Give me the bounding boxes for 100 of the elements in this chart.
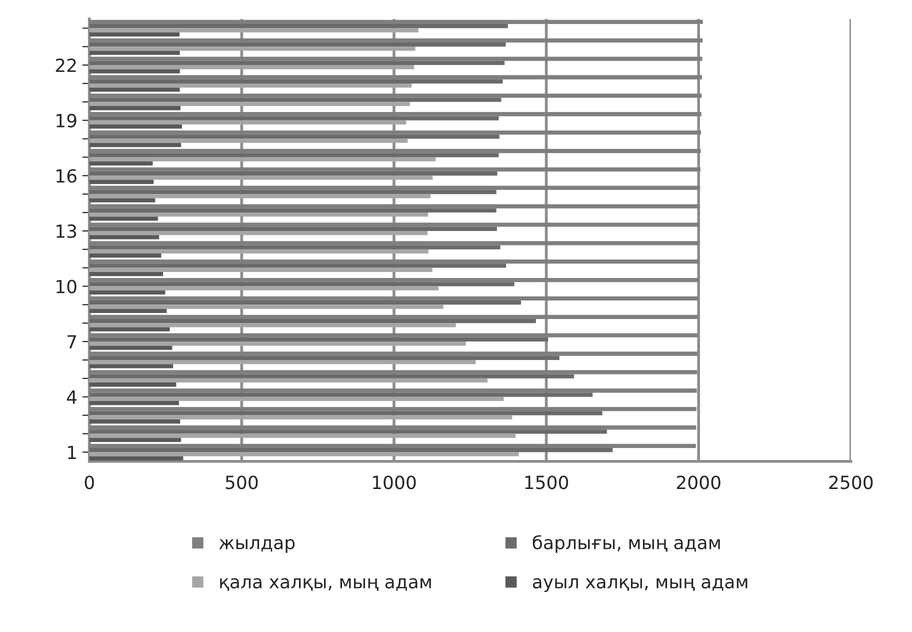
bar bbox=[89, 167, 700, 172]
y-tick-label: 1 bbox=[68, 446, 76, 460]
bar bbox=[89, 374, 574, 378]
bar bbox=[89, 342, 466, 346]
bar bbox=[89, 254, 162, 258]
x-tick-label: 1000 bbox=[372, 476, 416, 490]
bar bbox=[89, 290, 166, 295]
bar bbox=[89, 98, 502, 102]
bar bbox=[89, 438, 182, 442]
bar bbox=[89, 88, 180, 92]
y-tick-label: 10 bbox=[56, 280, 76, 294]
bar bbox=[89, 28, 418, 32]
bar bbox=[89, 190, 496, 194]
bar bbox=[89, 425, 696, 430]
bar bbox=[89, 216, 158, 221]
bar bbox=[89, 245, 500, 250]
bar bbox=[89, 415, 512, 420]
bar bbox=[89, 323, 456, 328]
bar bbox=[89, 304, 444, 309]
bar bbox=[89, 161, 153, 166]
bar bbox=[89, 180, 154, 184]
bar bbox=[89, 286, 438, 290]
bar bbox=[89, 176, 433, 180]
legend-label: қала халқы, мың адам bbox=[220, 578, 431, 591]
bar bbox=[89, 148, 701, 154]
bar bbox=[89, 378, 488, 383]
bar bbox=[89, 241, 700, 246]
bar bbox=[89, 142, 182, 148]
y-tick-label: 22 bbox=[56, 58, 76, 72]
bar bbox=[89, 249, 428, 254]
bar bbox=[89, 264, 506, 268]
x-tick-label: 500 bbox=[226, 476, 258, 490]
y-tick-label: 4 bbox=[66, 390, 77, 404]
bar bbox=[89, 153, 499, 158]
bar bbox=[89, 130, 702, 135]
bar bbox=[89, 83, 412, 88]
bar bbox=[89, 56, 702, 61]
bar bbox=[89, 434, 516, 438]
bar bbox=[89, 272, 164, 276]
bar bbox=[89, 392, 593, 397]
bar bbox=[89, 138, 408, 143]
bar bbox=[89, 364, 174, 368]
bar bbox=[89, 204, 700, 208]
bar bbox=[89, 327, 170, 332]
legend-label: барлығы, мың адам bbox=[532, 535, 720, 553]
bar bbox=[89, 346, 172, 350]
bar bbox=[89, 24, 508, 28]
bar bbox=[89, 337, 548, 342]
bar bbox=[89, 116, 499, 120]
bar bbox=[89, 60, 505, 66]
y-tick-label: 13 bbox=[56, 224, 76, 238]
bar bbox=[89, 171, 498, 176]
bar bbox=[89, 106, 180, 110]
bar bbox=[89, 79, 503, 84]
x-tick-label: 2000 bbox=[676, 476, 720, 490]
bar bbox=[89, 235, 160, 240]
bar bbox=[89, 157, 436, 162]
bar bbox=[89, 198, 156, 202]
bar bbox=[89, 94, 702, 98]
bar bbox=[89, 38, 703, 42]
x-tick-label: 2500 bbox=[829, 476, 873, 490]
bar bbox=[89, 102, 410, 106]
y-tick-label: 16 bbox=[56, 169, 76, 183]
bar bbox=[89, 314, 698, 319]
bar bbox=[89, 360, 476, 364]
bar bbox=[89, 134, 500, 139]
bar bbox=[89, 112, 702, 116]
bar bbox=[89, 268, 432, 272]
bar bbox=[89, 260, 699, 264]
bar bbox=[89, 208, 496, 213]
bar bbox=[89, 230, 428, 236]
bar bbox=[89, 32, 180, 36]
bar bbox=[89, 406, 696, 412]
bar bbox=[89, 282, 514, 286]
bar bbox=[89, 370, 698, 374]
bar bbox=[89, 226, 497, 231]
bar bbox=[89, 400, 179, 406]
x-tick-label: 1500 bbox=[525, 476, 568, 490]
bar bbox=[89, 212, 428, 217]
bar bbox=[89, 42, 506, 47]
bar bbox=[89, 194, 431, 198]
bar bbox=[89, 396, 504, 401]
bar bbox=[89, 278, 699, 282]
legend-label: жылдар bbox=[219, 539, 295, 553]
bar bbox=[89, 75, 702, 80]
bar bbox=[89, 452, 519, 456]
bar bbox=[89, 69, 180, 74]
bar bbox=[89, 308, 167, 313]
bar bbox=[89, 382, 176, 387]
y-tick-label: 7 bbox=[68, 335, 76, 348]
bar bbox=[89, 20, 703, 24]
bar bbox=[89, 411, 602, 416]
bar bbox=[89, 186, 700, 190]
bar bbox=[89, 333, 698, 338]
bar bbox=[89, 65, 414, 70]
bar bbox=[89, 388, 697, 393]
bar bbox=[89, 356, 560, 360]
y-tick-label: 19 bbox=[56, 114, 76, 128]
x-tick-label: 0 bbox=[84, 476, 94, 490]
bar bbox=[89, 419, 180, 424]
